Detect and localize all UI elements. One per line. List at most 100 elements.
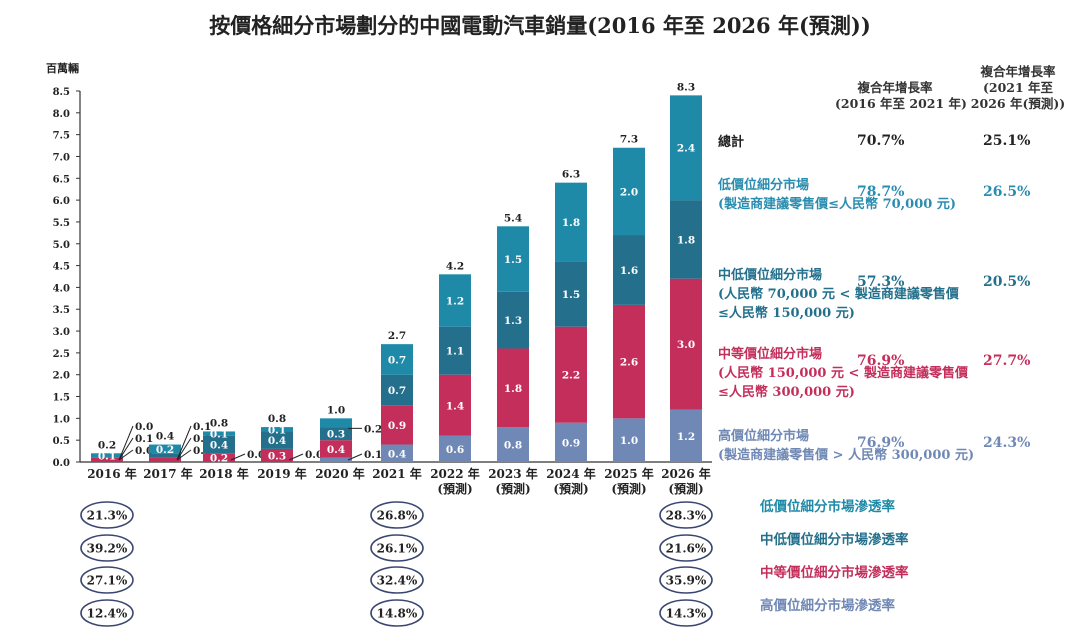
segment-label: 1.4 <box>446 400 464 412</box>
bar-segment <box>613 235 645 305</box>
bar-segment <box>381 374 413 406</box>
segment-label: 0.9 <box>562 437 580 449</box>
callout-label: 0.2 <box>364 423 382 435</box>
bar-segment <box>91 457 123 462</box>
bar-segment <box>613 147 645 236</box>
bar-segment <box>381 344 413 375</box>
y-tick-label: 4.5 <box>53 262 70 273</box>
bar-segment <box>261 427 293 432</box>
penetration-oval <box>659 566 713 594</box>
cagr-row-label: 高價位細分市場 (製造商建議零售價 > 人民幣 300,000 元) <box>718 429 975 463</box>
bar-segment <box>261 431 293 449</box>
bar-segment <box>497 427 529 462</box>
penetration-legend-item: 高價位細分市場滲透率 <box>760 598 895 614</box>
callout-line <box>176 425 192 461</box>
bar-segment <box>261 448 293 462</box>
segment-label: 1.0 <box>620 435 638 447</box>
x-tick-label: 2023 年 <box>488 466 538 481</box>
x-tick-label: 2016 年 <box>87 466 137 481</box>
x-tick-sublabel: (預測) <box>437 481 472 496</box>
y-tick-label: 0.0 <box>53 458 70 469</box>
segment-label: 0.4 <box>388 448 406 460</box>
y-tick-label: 5.0 <box>53 240 70 251</box>
bar-segment <box>203 431 235 436</box>
penetration-value: 35.9% <box>666 574 707 588</box>
y-tick-label: 8.0 <box>53 109 70 120</box>
y-tick-label: 4.0 <box>53 283 70 294</box>
x-tick-label: 2019 年 <box>257 466 307 481</box>
cagr-value-2016-2021: 70.7% <box>857 133 905 149</box>
segment-label: 1.3 <box>504 315 522 327</box>
bar-segment <box>670 409 702 462</box>
penetration-value: 12.4% <box>87 607 128 621</box>
callout-label: 0.0 <box>305 449 323 461</box>
cagr-value-2021-2026: 24.3% <box>983 435 1031 451</box>
callout-label: 0.1 <box>135 433 153 445</box>
total-label: 2.7 <box>388 330 406 342</box>
bar-segment <box>320 427 352 441</box>
cagr-row-label: 低價位細分市場 (製造商建議零售價≤人民幣 70,000 元) <box>718 178 956 212</box>
x-tick-label: 2017 年 <box>143 466 193 481</box>
callout-line <box>176 449 192 461</box>
penetration-value: 26.8% <box>377 509 418 523</box>
bar-segment <box>381 405 413 445</box>
callout-line <box>288 453 304 461</box>
segment-label: 0.7 <box>388 354 406 366</box>
x-tick-sublabel: (預測) <box>611 481 646 496</box>
y-tick-label: 3.5 <box>53 305 70 316</box>
segment-label: 1.5 <box>562 289 580 301</box>
bar-segment <box>149 453 181 458</box>
total-label: 1.0 <box>327 404 345 416</box>
segment-label: 0.1 <box>98 450 116 462</box>
penetration-oval <box>370 599 424 627</box>
bar-segment <box>439 435 471 462</box>
penetration-legend-item: 中低價位細分市場滲透率 <box>760 532 909 548</box>
penetration-oval <box>370 534 424 562</box>
penetration-oval <box>370 566 424 594</box>
penetration-oval <box>80 566 134 594</box>
segment-label: 0.4 <box>268 435 286 447</box>
total-label: 5.4 <box>504 212 522 224</box>
bar-segment <box>497 226 529 292</box>
bar-segment <box>320 457 352 462</box>
callout-line <box>118 437 134 461</box>
total-label: 7.3 <box>620 134 638 146</box>
penetration-legend-item: 低價位細分市場滲透率 <box>760 499 895 515</box>
penetration-value: 32.4% <box>377 574 418 588</box>
bar-segment <box>555 261 587 327</box>
segment-label: 1.8 <box>562 217 580 229</box>
bar-segment <box>203 435 235 454</box>
cagr-value-2021-2026: 27.7% <box>983 353 1031 369</box>
callout-line <box>176 437 192 461</box>
penetration-oval <box>80 534 134 562</box>
segment-label: 0.9 <box>388 420 406 432</box>
y-tick-label: 2.0 <box>53 371 70 382</box>
x-tick-label: 2020 年 <box>315 466 365 481</box>
penetration-value: 21.6% <box>666 542 707 556</box>
y-tick-label: 6.0 <box>53 196 70 207</box>
y-tick-label: 3.0 <box>53 327 70 338</box>
penetration-value: 39.2% <box>87 542 128 556</box>
segment-label: 1.6 <box>620 265 638 277</box>
total-label: 0.2 <box>98 439 116 451</box>
bar-segment <box>439 274 471 327</box>
penetration-value: 14.3% <box>666 607 707 621</box>
bar-segment <box>555 422 587 462</box>
penetration-value: 21.3% <box>87 509 128 523</box>
cagr-value-2021-2026: 25.1% <box>983 133 1031 149</box>
y-tick-label: 1.0 <box>53 414 70 425</box>
callout-line <box>230 453 246 461</box>
callout-line <box>118 425 134 461</box>
callout-line <box>347 453 363 461</box>
y-tick-label: 0.5 <box>53 436 70 447</box>
cagr-header-2016-2021: 複合年增長率 (2016 年至 2021 年) <box>835 80 967 111</box>
penetration-oval <box>80 599 134 627</box>
x-tick-label: 2021 年 <box>372 466 422 481</box>
total-label: 0.4 <box>156 431 174 443</box>
bar-segment <box>91 453 123 458</box>
y-tick-label: 6.5 <box>53 174 70 185</box>
bar-segment <box>439 326 471 375</box>
callout-label: 0.1 <box>193 421 211 433</box>
